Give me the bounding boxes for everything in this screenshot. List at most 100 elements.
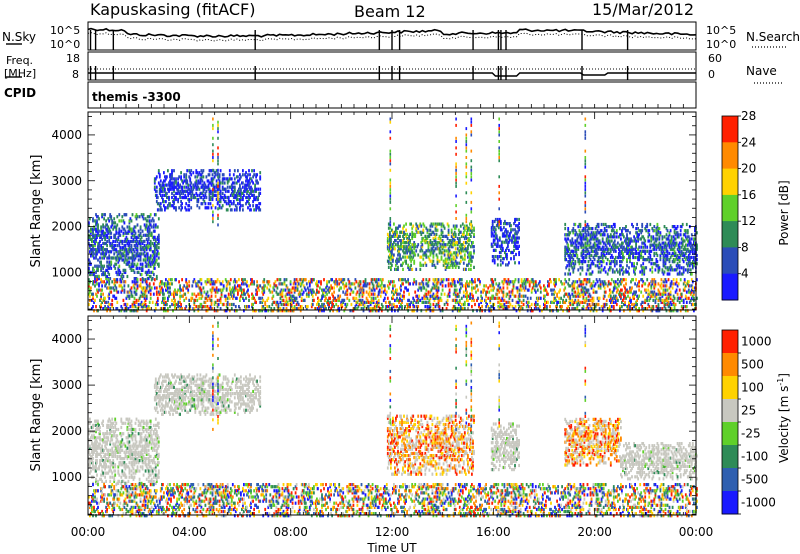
echo-cell	[466, 249, 468, 253]
echo-cell	[108, 227, 111, 231]
echo-cell	[666, 243, 669, 247]
echo-cell	[153, 179, 156, 183]
echo-cell	[199, 305, 202, 309]
echo-cell	[245, 202, 247, 206]
echo-cell	[128, 227, 131, 231]
echo-cell	[641, 249, 644, 253]
echo-cell	[141, 280, 144, 284]
echo-cell	[624, 227, 626, 231]
echo-cell	[511, 240, 513, 244]
echo-cell	[602, 233, 605, 237]
echo-cell	[130, 239, 133, 244]
echo-cell	[386, 239, 389, 243]
echo-cell	[188, 169, 191, 173]
echo-cell	[200, 292, 203, 296]
echo-cell	[142, 294, 145, 298]
echo-cell	[665, 245, 668, 249]
echo-cell	[620, 245, 622, 249]
echo-cell	[463, 247, 466, 251]
echo-cell	[653, 241, 656, 245]
echo-cell	[171, 171, 173, 175]
echo-cell	[151, 277, 154, 281]
echo-cell	[197, 173, 200, 177]
echo-cell	[146, 219, 149, 223]
echo-cell	[107, 250, 110, 254]
echo-cell	[660, 249, 663, 253]
echo-cell	[152, 235, 155, 239]
echo-cell	[408, 247, 410, 251]
echo-cell	[516, 217, 518, 222]
echo-cell	[106, 274, 108, 279]
echo-cell	[577, 245, 580, 249]
echo-cell	[232, 181, 235, 185]
echo-cell	[114, 235, 117, 239]
echo-cell	[157, 233, 160, 237]
echo-cell	[584, 235, 587, 239]
echo-cell	[406, 251, 408, 255]
echo-cell	[654, 268, 657, 272]
echo-cell	[657, 268, 660, 272]
echo-cell	[461, 247, 464, 251]
echo-cell	[602, 241, 605, 245]
echo-cell	[136, 235, 139, 239]
echo-cell	[208, 195, 211, 200]
echo-cell	[518, 228, 520, 232]
echo-cell	[440, 245, 443, 249]
echo-cell	[124, 229, 127, 233]
echo-cell	[110, 231, 113, 235]
echo-cell	[88, 262, 90, 266]
echo-cell	[676, 235, 679, 239]
echo-cell	[104, 300, 106, 304]
echo-cell	[136, 278, 139, 282]
echo-cell	[647, 235, 650, 239]
echo-cell	[467, 255, 469, 259]
echo-cell	[104, 284, 106, 288]
echo-cell	[572, 258, 575, 262]
echo-cell	[656, 225, 659, 229]
echo-cell	[185, 280, 188, 284]
echo-cell	[403, 251, 405, 255]
echo-cell	[155, 290, 158, 294]
echo-cell	[578, 258, 581, 262]
echo-cell	[201, 179, 204, 183]
echo-cell	[213, 171, 216, 175]
echo-cell	[510, 230, 512, 234]
echo-cell	[143, 296, 146, 300]
echo-cell	[598, 231, 601, 235]
echo-cell	[655, 251, 658, 255]
echo-cell	[117, 231, 120, 235]
echo-cell	[130, 235, 133, 239]
echo-cell	[114, 244, 117, 248]
echo-cell	[166, 286, 168, 290]
echo-cell	[161, 280, 163, 284]
echo-cell	[141, 292, 144, 296]
echo-cell	[234, 288, 237, 292]
echo-cell	[644, 251, 647, 255]
echo-cell	[225, 309, 228, 313]
echo-cell	[205, 309, 208, 313]
echo-cell	[608, 241, 611, 245]
echo-cell	[277, 292, 280, 296]
echo-cell	[184, 195, 187, 200]
echo-cell	[439, 249, 442, 253]
echo-cell	[155, 300, 158, 304]
echo-cell	[116, 290, 119, 294]
echo-cell	[492, 240, 495, 244]
echo-cell	[140, 252, 143, 256]
echo-cell	[95, 237, 97, 241]
echo-cell	[144, 280, 147, 284]
echo-cell	[232, 280, 235, 284]
echo-cell	[145, 307, 148, 311]
echo-cell	[682, 239, 685, 243]
echo-cell	[419, 267, 422, 271]
echo-cell	[105, 233, 107, 237]
echo-cell	[682, 270, 685, 274]
echo-cell	[693, 255, 695, 260]
echo-cell	[514, 228, 516, 232]
echo-cell	[202, 193, 205, 197]
echo-cell	[145, 225, 148, 229]
echo-cell	[229, 193, 232, 197]
echo-cell	[492, 255, 495, 259]
echo-cell	[127, 248, 130, 252]
echo-cell	[513, 234, 515, 238]
